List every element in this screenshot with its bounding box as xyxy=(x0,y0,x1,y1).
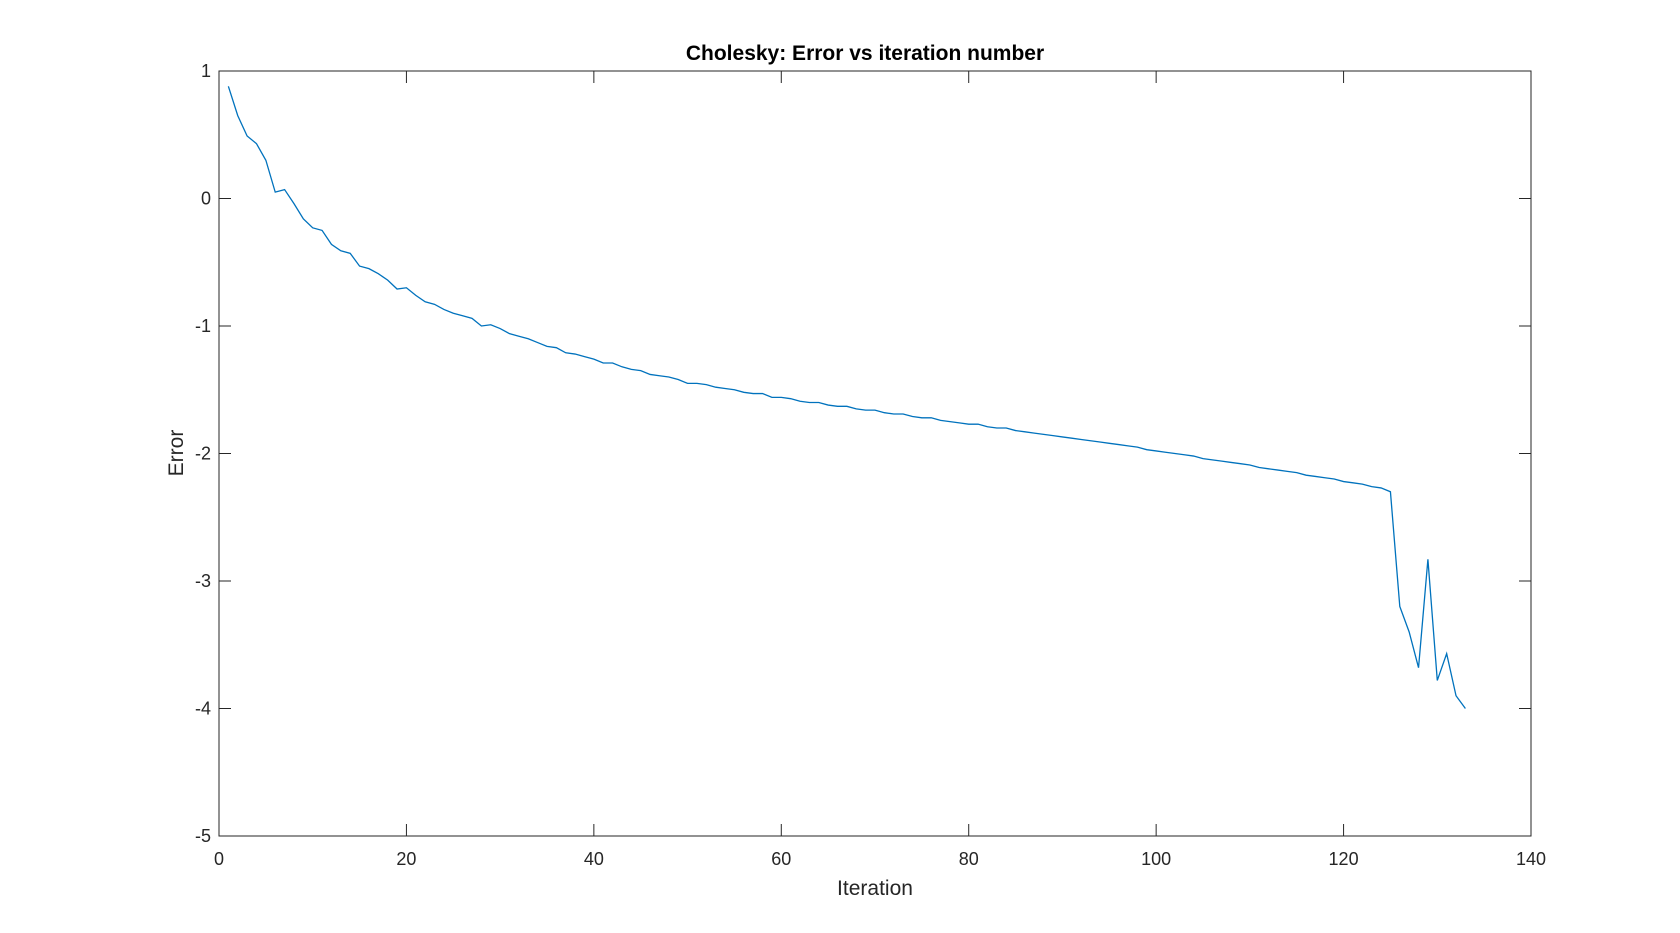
y-tick-label: -1 xyxy=(195,316,211,336)
y-tick-label: 1 xyxy=(201,61,211,81)
x-tick-label: 80 xyxy=(959,849,979,869)
x-tick-label: 40 xyxy=(584,849,604,869)
y-tick-label: -3 xyxy=(195,571,211,591)
y-axis: 1 0 -1 -2 -3 -4 -5 xyxy=(195,61,1531,846)
chart-title: Cholesky: Error vs iteration number xyxy=(686,42,1044,65)
y-tick-label: 0 xyxy=(201,189,211,209)
y-tick-label: -2 xyxy=(195,444,211,464)
plot-area xyxy=(218,70,1532,837)
x-tick-label: 140 xyxy=(1516,849,1546,869)
x-tick-label: 0 xyxy=(214,849,224,869)
x-tick-label: 60 xyxy=(771,849,791,869)
y-tick-label: -4 xyxy=(195,699,211,719)
y-axis-label: Error xyxy=(165,430,188,477)
y-tick-label: -5 xyxy=(195,826,211,846)
x-tick-label: 100 xyxy=(1141,849,1171,869)
x-tick-label: 120 xyxy=(1329,849,1359,869)
x-axis-label: Iteration xyxy=(837,877,913,900)
x-tick-label: 20 xyxy=(396,849,416,869)
x-axis: 0 20 40 60 80 100 120 140 xyxy=(214,71,1546,869)
series-line xyxy=(227,86,1466,709)
